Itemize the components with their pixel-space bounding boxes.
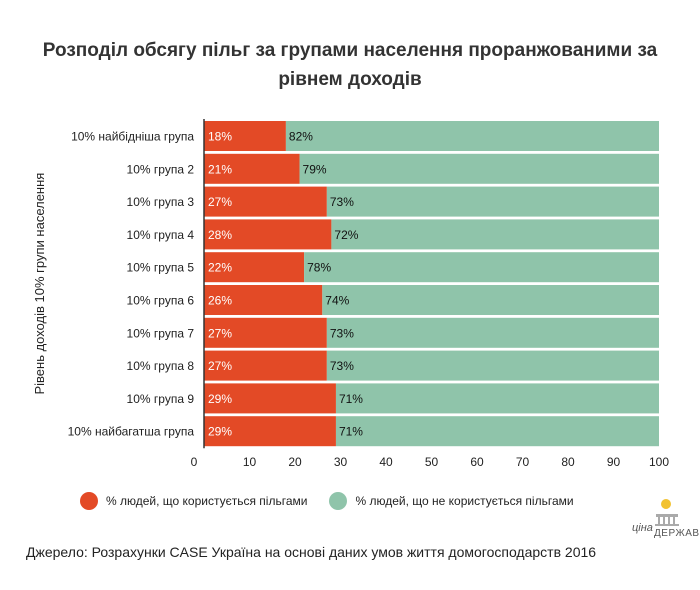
data-label-not-using: 73%	[330, 359, 354, 373]
data-label-using: 27%	[208, 326, 232, 340]
x-tick-label: 80	[561, 455, 575, 469]
data-label-using: 28%	[208, 228, 232, 242]
bar-using	[204, 121, 286, 151]
bar-not-using	[285, 121, 659, 151]
x-tick-label: 20	[288, 455, 302, 469]
logo-text-line2: ДЕРЖАВИ	[654, 528, 700, 539]
bar-not-using	[335, 416, 659, 447]
data-label-using: 29%	[208, 425, 232, 439]
x-axis-ticks: 0 10 20 30 40 50 60 70 80 90 100	[191, 455, 670, 469]
legend-swatch-not-using	[329, 492, 348, 510]
data-label-not-using: 73%	[330, 326, 354, 340]
data-label-using: 29%	[208, 392, 232, 406]
logo-text-line1: ціна	[632, 522, 653, 534]
coin-building-icon	[655, 499, 679, 526]
data-label-not-using: 73%	[330, 195, 354, 209]
bar-using	[204, 416, 336, 447]
bar-using	[204, 383, 336, 414]
bar-not-using	[326, 350, 659, 381]
x-tick-label: 90	[607, 455, 621, 469]
category-label: 10% група 7	[127, 326, 195, 340]
bar-not-using	[322, 285, 659, 315]
data-label-not-using: 74%	[325, 294, 349, 308]
data-label-using: 21%	[208, 162, 232, 176]
category-label: 10% найбагатша група	[68, 425, 195, 439]
legend-swatch-using	[80, 492, 98, 510]
category-label: 10% група 3	[127, 195, 195, 209]
category-label: 10% група 9	[127, 392, 195, 406]
stacked-bar-chart: 18% 82% 21% 79% 27% 73% 28% 72% 22% 78% 26% 74% 27% 7…	[32, 119, 670, 469]
bar-not-using	[331, 219, 659, 250]
x-tick-label: 50	[425, 455, 439, 469]
category-label: 10% група 8	[127, 359, 195, 373]
source-note: Джерело: Розрахунки CASE Україна на осно…	[26, 544, 597, 560]
bar-not-using	[304, 252, 659, 283]
bar-not-using	[299, 153, 659, 184]
data-label-not-using: 78%	[307, 261, 331, 275]
y-axis-label: Рівень доходів 10% групи населення	[32, 173, 47, 395]
bar-using	[204, 219, 332, 250]
bar-using	[204, 186, 327, 217]
x-tick-label: 0	[191, 455, 198, 469]
x-tick-label: 10	[243, 455, 257, 469]
data-label-not-using: 71%	[339, 425, 363, 439]
category-labels: 10% найбідніша група 10% група 2 10% група…	[68, 130, 195, 439]
legend: % людей, що користується пільгами % люде…	[80, 492, 640, 510]
category-label: 10% група 6	[127, 294, 195, 308]
data-label-using: 18%	[208, 130, 232, 144]
data-label-using: 26%	[208, 294, 232, 308]
data-label-not-using: 71%	[339, 392, 363, 406]
bar-not-using	[326, 317, 659, 348]
data-label-using: 27%	[208, 359, 232, 373]
legend-item-not-using: % людей, що не користується пільгами	[329, 492, 574, 510]
bar-using	[204, 252, 305, 283]
bar-not-using	[335, 383, 659, 414]
category-label: 10% найбідніша група	[71, 130, 194, 144]
bar-using	[204, 317, 327, 348]
chart-title: Розподіл обсягу пільг за групами населен…	[42, 40, 658, 90]
category-label: 10% група 2	[127, 162, 195, 176]
logo: ціна ДЕРЖАВИ	[630, 498, 700, 544]
legend-label-not-using: % людей, що не користується пільгами	[355, 494, 574, 508]
legend-label-using: % людей, що користується пільгами	[106, 494, 308, 508]
data-label-not-using: 72%	[334, 228, 358, 242]
bar-using	[204, 285, 323, 315]
x-tick-label: 60	[470, 455, 484, 469]
data-label-not-using: 79%	[303, 162, 327, 176]
x-tick-label: 70	[516, 455, 530, 469]
x-tick-label: 30	[334, 455, 348, 469]
bar-using	[204, 153, 300, 184]
category-label: 10% група 4	[127, 228, 195, 242]
bar-using	[204, 350, 327, 381]
x-tick-label: 40	[379, 455, 393, 469]
category-label: 10% група 5	[127, 261, 195, 275]
data-label-not-using: 82%	[289, 130, 313, 144]
data-label-using: 22%	[208, 261, 232, 275]
bars-group: 18% 82% 21% 79% 27% 73% 28% 72% 22% 78% 26% 74% 27% 7…	[204, 121, 659, 447]
legend-item-using: % людей, що користується пільгами	[80, 492, 307, 510]
x-tick-label: 100	[649, 455, 669, 469]
bar-not-using	[326, 186, 659, 217]
data-label-using: 27%	[208, 195, 232, 209]
